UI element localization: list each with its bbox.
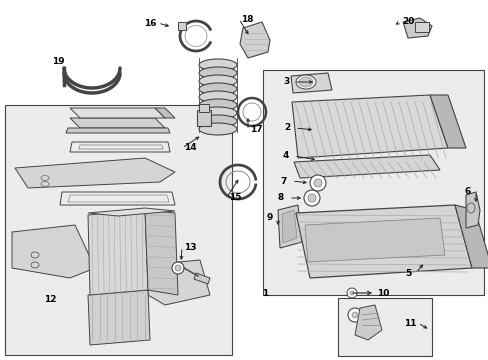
Circle shape xyxy=(307,194,315,202)
Ellipse shape xyxy=(199,75,237,87)
Polygon shape xyxy=(148,260,209,305)
Polygon shape xyxy=(291,95,447,158)
Text: 16: 16 xyxy=(143,18,156,27)
Polygon shape xyxy=(429,95,465,148)
Text: 3: 3 xyxy=(282,77,288,86)
Polygon shape xyxy=(88,290,150,345)
Text: 17: 17 xyxy=(249,126,262,135)
Polygon shape xyxy=(278,205,302,248)
Polygon shape xyxy=(295,205,471,278)
Ellipse shape xyxy=(199,123,237,135)
Ellipse shape xyxy=(298,77,312,87)
Circle shape xyxy=(175,265,181,271)
Bar xyxy=(197,110,210,126)
Ellipse shape xyxy=(199,91,237,103)
Polygon shape xyxy=(194,273,209,284)
Text: 6: 6 xyxy=(464,188,470,197)
Ellipse shape xyxy=(199,83,237,95)
Polygon shape xyxy=(70,108,164,118)
Circle shape xyxy=(349,291,353,295)
Polygon shape xyxy=(293,155,439,178)
Polygon shape xyxy=(15,158,175,188)
Ellipse shape xyxy=(199,115,237,127)
Text: 15: 15 xyxy=(228,193,241,202)
Ellipse shape xyxy=(199,59,237,71)
Polygon shape xyxy=(402,18,431,38)
Text: 11: 11 xyxy=(403,319,415,328)
Bar xyxy=(337,298,431,356)
Ellipse shape xyxy=(295,75,315,89)
Text: 1: 1 xyxy=(262,288,267,297)
Text: 20: 20 xyxy=(401,18,413,27)
Text: 12: 12 xyxy=(43,296,56,305)
Bar xyxy=(414,22,428,32)
Bar xyxy=(5,105,231,355)
Circle shape xyxy=(309,175,325,191)
Text: 10: 10 xyxy=(376,288,388,297)
Text: 7: 7 xyxy=(280,176,286,185)
Bar xyxy=(199,104,208,112)
Text: 8: 8 xyxy=(277,194,284,202)
Polygon shape xyxy=(454,205,488,268)
Polygon shape xyxy=(282,210,296,243)
Text: 2: 2 xyxy=(284,123,289,132)
Circle shape xyxy=(313,179,321,187)
Polygon shape xyxy=(70,118,164,128)
Text: 5: 5 xyxy=(404,269,410,278)
Circle shape xyxy=(172,262,183,274)
Polygon shape xyxy=(145,210,178,295)
Polygon shape xyxy=(465,192,479,228)
Polygon shape xyxy=(155,108,175,118)
Circle shape xyxy=(351,312,357,318)
Polygon shape xyxy=(240,22,269,58)
Polygon shape xyxy=(88,210,148,295)
Bar xyxy=(178,22,185,30)
Polygon shape xyxy=(66,128,170,133)
Polygon shape xyxy=(305,218,444,262)
Polygon shape xyxy=(290,73,331,93)
Bar xyxy=(263,70,483,295)
Text: 9: 9 xyxy=(266,213,273,222)
Text: 18: 18 xyxy=(240,14,253,23)
Circle shape xyxy=(304,190,319,206)
Text: 19: 19 xyxy=(52,58,64,67)
Text: 4: 4 xyxy=(282,152,288,161)
Circle shape xyxy=(346,288,356,298)
Text: 13: 13 xyxy=(183,243,196,252)
Ellipse shape xyxy=(199,67,237,79)
Polygon shape xyxy=(88,208,175,216)
Circle shape xyxy=(347,308,361,322)
Ellipse shape xyxy=(199,107,237,119)
Polygon shape xyxy=(354,305,381,340)
Polygon shape xyxy=(12,225,95,278)
Text: 14: 14 xyxy=(183,144,196,153)
Ellipse shape xyxy=(199,99,237,111)
